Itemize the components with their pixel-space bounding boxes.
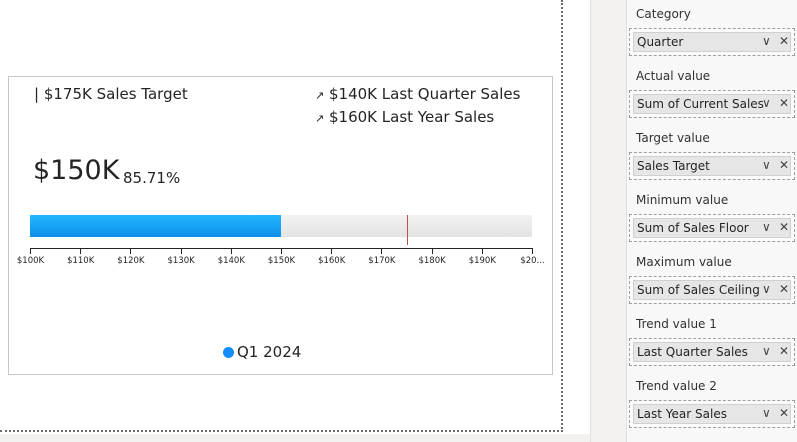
field-wells: Category Quarter ∨ ✕ Actual value Sum of Curr… [626,0,797,442]
axis-tick-label: $150K [267,256,296,266]
well-label: Trend value 2 [636,379,717,393]
well-label: Actual value [636,69,711,83]
axis-tick-label: $190K [468,256,496,266]
axis-tick [532,248,533,254]
target-marker [406,215,408,245]
field-well[interactable]: Sales Target ∨ ✕ [629,152,795,180]
x-axis: $100K $110K $120K $130K $140K $150K $160K $170K… [17,248,545,268]
close-icon[interactable]: ✕ [779,158,790,172]
field-well[interactable]: Last Quarter Sales ∨ ✕ [629,338,795,366]
well-label: Maximum value [636,255,732,269]
chevron-down-icon[interactable]: ∨ [762,282,771,296]
axis-tick-label: $160K [318,256,346,266]
canvas-bottom-strip [0,434,590,442]
close-icon[interactable]: ✕ [779,220,790,234]
chevron-down-icon[interactable]: ∨ [762,344,771,358]
field-name: Sales Target [637,159,710,173]
field-pill[interactable]: Sum of Sales Ceiling ∨ ✕ [633,280,791,300]
field-name: Quarter [637,35,684,49]
field-name: Sum of Current Sales [637,97,764,111]
target-label: | $175K Sales Target [34,85,188,103]
axis-tick-label: $170K [368,256,396,266]
axis-tick [481,248,483,254]
axis-tick [431,248,433,254]
field-well[interactable]: Sum of Sales Floor ∨ ✕ [629,214,795,242]
well-label: Trend value 1 [636,317,717,331]
report-canvas: | $175K Sales Target ↗ $140K Last Quarter… [0,0,563,432]
well-label: Category [636,7,691,21]
axis-tick-label: $140K [217,256,245,266]
arrow-up-right-icon: ↗ [315,89,325,102]
legend-label: Q1 2024 [237,343,302,361]
field-name: Last Quarter Sales [637,345,748,359]
trend-1: ↗ $140K Last Quarter Sales [315,85,520,103]
visualizations-pane: Category Quarter ∨ ✕ Actual value Sum of Curr… [590,0,797,442]
axis-tick [30,248,31,254]
chevron-down-icon[interactable]: ∨ [762,96,771,110]
trend-2: ↗ $160K Last Year Sales [315,108,494,126]
field-name: Last Year Sales [637,407,727,421]
chevron-down-icon[interactable]: ∨ [762,34,771,48]
axis-tick [230,248,232,254]
field-name: Sum of Sales Floor [637,221,749,235]
trend-1-label: $140K Last Quarter Sales [329,85,521,103]
field-pill[interactable]: Sales Target ∨ ✕ [633,156,791,176]
pane-gap [563,0,590,442]
well-label: Minimum value [636,193,729,207]
well-label: Target value [636,131,710,145]
field-well[interactable]: Sum of Sales Ceiling ∨ ✕ [629,276,795,304]
axis-tick [130,248,132,254]
axis-tick-label: $110K [67,256,95,266]
bar-value-fill[interactable] [30,215,281,237]
close-icon[interactable]: ✕ [779,344,790,358]
axis-tick-label: $120K [117,256,145,266]
axis-tick-label: $100K [16,256,45,266]
legend[interactable]: Q1 2024 [223,343,301,361]
bullet-bar [30,215,532,245]
chevron-down-icon[interactable]: ∨ [762,406,771,420]
axis-tick-label: $180K [418,256,446,266]
bullet-chart-visual[interactable]: | $175K Sales Target ↗ $140K Last Quarter… [8,76,553,375]
field-well[interactable]: Sum of Current Sales ∨ ✕ [629,90,795,118]
axis-tick-label: $20... [520,256,545,266]
axis-tick [80,248,82,254]
axis-tick [281,248,282,254]
percent-of-target: 85.71% [123,169,181,187]
chevron-down-icon[interactable]: ∨ [762,158,771,172]
trend-2-label: $160K Last Year Sales [329,108,495,126]
axis-tick [180,248,182,254]
field-name: Sum of Sales Ceiling [637,283,760,297]
legend-marker [223,346,234,358]
close-icon[interactable]: ✕ [779,34,790,48]
field-pill[interactable]: Last Year Sales ∨ ✕ [633,404,791,424]
close-icon[interactable]: ✕ [779,406,790,420]
axis-tick [331,248,333,254]
close-icon[interactable]: ✕ [779,96,790,110]
actual-value: $150K [33,155,120,186]
field-well[interactable]: Last Year Sales ∨ ✕ [629,400,795,428]
arrow-up-right-icon: ↗ [315,112,325,125]
field-pill[interactable]: Sum of Current Sales ∨ ✕ [633,94,791,114]
field-pill[interactable]: Last Quarter Sales ∨ ✕ [633,342,791,362]
chevron-down-icon[interactable]: ∨ [762,220,771,234]
field-pill[interactable]: Quarter ∨ ✕ [633,32,791,52]
axis-tick [381,248,383,254]
close-icon[interactable]: ✕ [779,282,790,296]
field-well[interactable]: Quarter ∨ ✕ [629,28,795,56]
field-pill[interactable]: Sum of Sales Floor ∨ ✕ [633,218,791,238]
axis-tick-label: $130K [167,256,195,266]
